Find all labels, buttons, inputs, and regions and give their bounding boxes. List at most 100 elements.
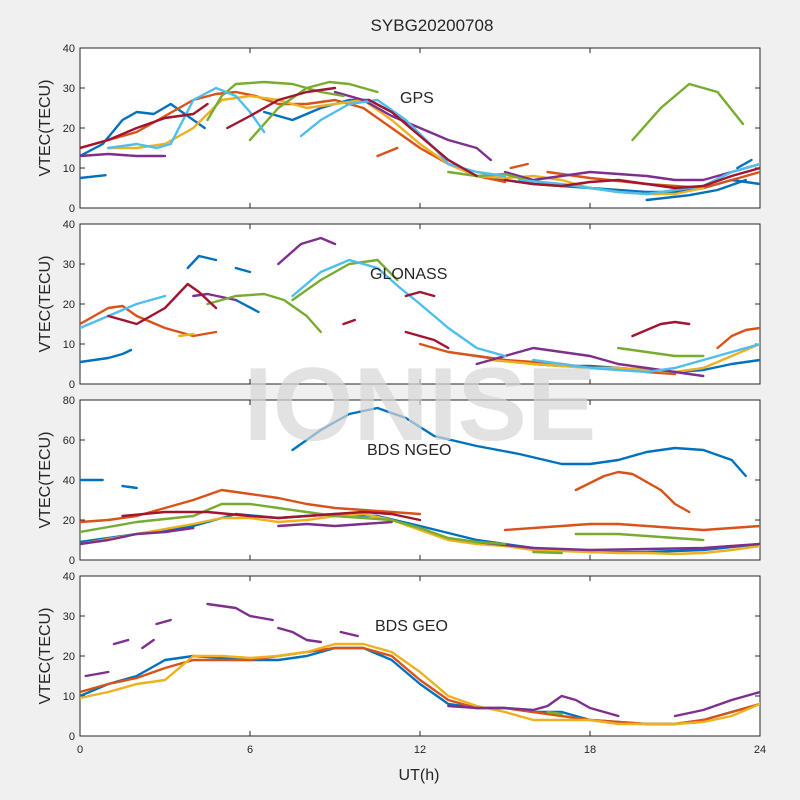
y-tick-label: 10 (63, 339, 75, 351)
series-line (532, 342, 760, 374)
series-group (80, 406, 760, 556)
series-line (489, 342, 760, 374)
y-tick-label: 30 (63, 611, 75, 623)
y-tick-label: 20 (63, 515, 75, 527)
y-tick-label: 20 (63, 299, 75, 311)
y-tick-label: 0 (69, 203, 75, 215)
y-tick-label: 40 (63, 571, 75, 583)
series-line (736, 158, 753, 170)
series-line (376, 146, 399, 158)
series-line (80, 526, 195, 546)
y-axis-label: VTEC(TECU) (37, 80, 54, 177)
y-axis-label: VTEC(TECU) (37, 256, 54, 353)
y-tick-label: 20 (63, 651, 75, 663)
y-tick-label: 60 (63, 435, 75, 447)
series-line (503, 162, 760, 182)
series-line (121, 510, 422, 522)
series-line (339, 630, 359, 638)
series-group (80, 602, 760, 726)
series-line (155, 618, 172, 626)
y-tick-label: 0 (69, 379, 75, 391)
series-line (503, 522, 760, 532)
y-tick-label: 10 (63, 163, 75, 175)
y-tick-label: 0 (69, 731, 75, 743)
series-line (546, 710, 563, 716)
series-line (447, 694, 620, 718)
series-group (80, 80, 760, 202)
x-tick-label: 6 (247, 744, 253, 756)
series-line (80, 642, 760, 726)
series-line (206, 80, 345, 122)
series-line (248, 80, 379, 142)
series-line (574, 532, 705, 542)
series-line (404, 330, 450, 350)
series-line (631, 320, 691, 338)
watermark: IONISE (244, 347, 597, 463)
series-line (80, 348, 133, 364)
panel-3: 0 10 20 30 40 0 6 12 18 24 VTEC(TECU) BDS GEO (37, 571, 766, 756)
panel-label: BDS NGEO (367, 442, 451, 459)
series-line (291, 258, 507, 358)
series-line (80, 512, 760, 556)
series-line (475, 540, 760, 552)
series-line (107, 86, 266, 150)
series-line (112, 638, 130, 646)
series-line (80, 152, 167, 158)
panel-2: 0 20 40 60 80 VTEC(TECU) BDS NGEO (37, 395, 761, 567)
series-line (277, 236, 337, 266)
y-tick-label: 40 (63, 43, 75, 55)
series-line (277, 626, 322, 644)
series-line (141, 638, 155, 650)
series-line (226, 86, 337, 130)
series-line (80, 102, 209, 150)
series-line (333, 90, 492, 162)
series-line (645, 178, 747, 202)
y-axis-label: VTEC(TECU) (37, 608, 54, 705)
series-line (503, 166, 760, 190)
series-line (673, 690, 760, 718)
series-line (234, 298, 260, 314)
y-axis-label: VTEC(TECU) (37, 432, 54, 529)
series-line (80, 294, 167, 330)
series-group (80, 236, 760, 378)
series-line (532, 550, 563, 555)
series-line (367, 98, 478, 178)
series-line (80, 173, 107, 180)
series-line (177, 332, 195, 338)
series-line (80, 488, 422, 524)
y-tick-label: 40 (63, 475, 75, 487)
x-tick-label: 18 (584, 744, 596, 756)
panel-label: BDS GEO (375, 618, 448, 635)
series-line (206, 602, 274, 622)
series-line (617, 346, 705, 358)
y-tick-label: 20 (63, 123, 75, 135)
x-tick-label: 0 (77, 744, 83, 756)
series-line (291, 258, 399, 302)
series-line (342, 318, 356, 326)
x-axis-label: UT(h) (399, 767, 440, 784)
series-line (84, 670, 110, 678)
panels: 0 10 20 30 40 VTEC(TECU) GPS 0 10 20 30 40 VTEC(TECU… (37, 43, 766, 756)
series-line (631, 82, 745, 142)
series-line (574, 470, 691, 514)
series-line (277, 520, 393, 528)
series-line (186, 254, 218, 270)
y-tick-label: 30 (63, 259, 75, 271)
y-tick-label: 80 (63, 395, 75, 407)
x-tick-label: 12 (414, 744, 426, 756)
figure-title: SYBG20200708 (371, 16, 494, 35)
y-tick-label: 0 (69, 555, 75, 567)
series-line (475, 346, 705, 378)
panel-0: 0 10 20 30 40 VTEC(TECU) GPS (37, 43, 761, 215)
series-line (80, 304, 218, 338)
series-line (546, 170, 760, 190)
panel-1: 0 10 20 30 40 VTEC(TECU) GLONASS (37, 219, 761, 391)
y-tick-label: 30 (63, 83, 75, 95)
series-line (716, 326, 760, 350)
series-line (107, 282, 218, 326)
y-tick-label: 40 (63, 219, 75, 231)
series-line (206, 292, 322, 334)
series-line (509, 162, 529, 170)
plot-area (79, 575, 761, 737)
